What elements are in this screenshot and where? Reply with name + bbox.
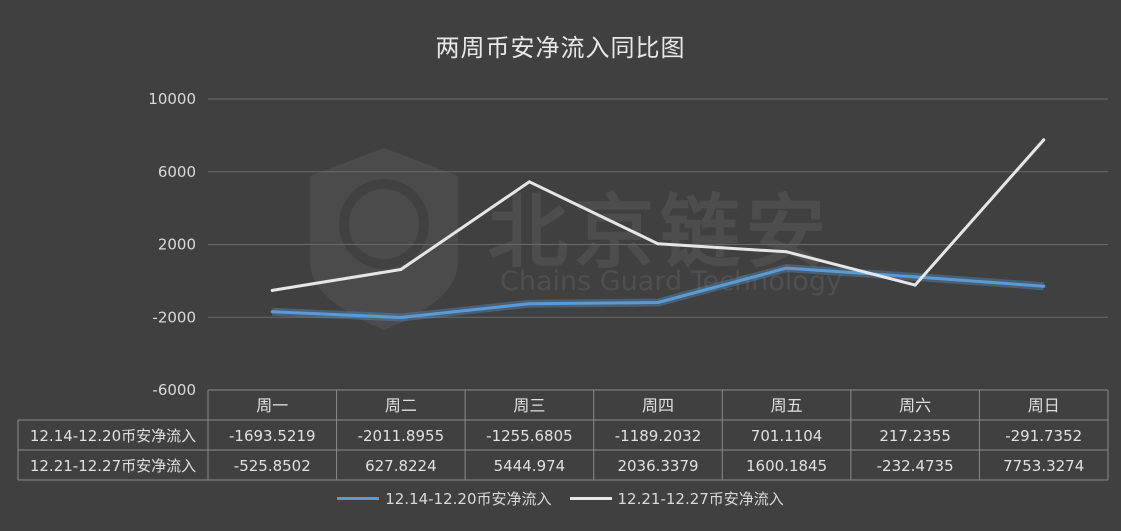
table-value-cell: -1189.2032 (615, 427, 702, 445)
table-value-cell: -232.4735 (877, 457, 954, 475)
table-value-cell: 217.2355 (879, 427, 951, 445)
legend-swatch-series-2 (569, 497, 612, 500)
table-value-cell: 2036.3379 (617, 457, 698, 475)
watermark-shield-icon (310, 148, 458, 330)
legend-label-series-2: 12.21-12.27币安净流入 (617, 490, 784, 508)
table-value-cell: 701.1104 (751, 427, 823, 445)
data-point (270, 310, 274, 314)
data-point (527, 302, 531, 306)
data-point (913, 275, 917, 279)
x-category-label: 周日 (1028, 396, 1060, 415)
table-value-cell: -2011.8955 (358, 427, 445, 445)
table-value-cell: 627.8224 (365, 457, 437, 475)
watermark-text-cn: 北京链安 (488, 186, 832, 279)
data-point (656, 301, 660, 305)
x-category-label: 周四 (642, 396, 674, 415)
legend-item-series-2[interactable]: 12.21-12.27币安净流入 (569, 488, 784, 509)
table-value-cell: 7753.3274 (1003, 457, 1084, 475)
table-value-cell: -291.7352 (1005, 427, 1082, 445)
watermark-text-en: Chains Guard Technology (500, 266, 842, 297)
legend-item-series-1[interactable]: 12.14-12.20币安净流入 (337, 488, 552, 509)
x-category-label: 周一 (256, 396, 288, 415)
x-category-label: 周二 (385, 396, 417, 415)
legend-label-series-1: 12.14-12.20币安净流入 (385, 490, 552, 508)
chart-title: 两周币安净流入同比图 (435, 34, 686, 62)
watermark-shield-shape (310, 148, 458, 330)
watermark-ring (339, 179, 429, 269)
y-tick-label: 10000 (148, 90, 196, 108)
table-value-cell: -525.8502 (234, 457, 311, 475)
data-point (656, 242, 660, 246)
table-series-name: 12.21-12.27币安净流入 (30, 457, 196, 475)
y-tick-label: -2000 (152, 308, 196, 326)
table-series-name: 12.14-12.20币安净流入 (30, 427, 196, 445)
table-value-cell: 1600.1845 (746, 457, 827, 475)
data-point (270, 288, 274, 292)
table-value-cell: 5444.974 (494, 457, 566, 475)
data-point (399, 315, 403, 319)
data-point (785, 266, 789, 270)
x-category-label: 周五 (771, 396, 803, 415)
x-category-label: 周三 (513, 396, 545, 415)
y-tick-label: 2000 (158, 236, 196, 254)
x-category-label: 周六 (899, 396, 931, 415)
data-point (913, 283, 917, 287)
data-point (527, 180, 531, 184)
legend-swatch-series-1 (337, 497, 380, 500)
y-tick-label: -6000 (152, 381, 196, 399)
data-point (785, 250, 789, 254)
data-point (1042, 138, 1046, 142)
legend: 12.14-12.20币安净流入 12.21-12.27币安净流入 (0, 488, 1121, 509)
table-value-cell: -1693.5219 (229, 427, 316, 445)
table-value-cell: -1255.6805 (486, 427, 573, 445)
data-point (399, 267, 403, 271)
y-tick-label: 6000 (158, 163, 196, 181)
data-point (1042, 284, 1046, 288)
